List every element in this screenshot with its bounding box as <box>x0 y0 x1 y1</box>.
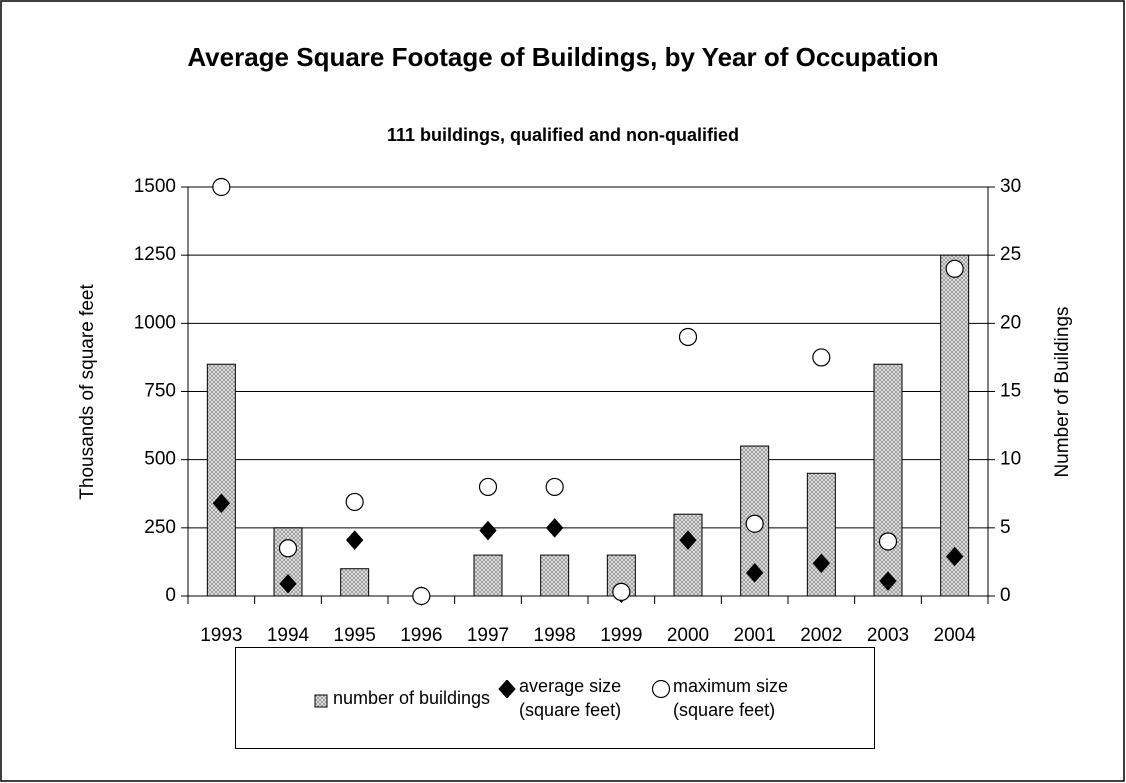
y-tick-label: 0 <box>165 585 176 606</box>
diamond-marker <box>545 518 564 538</box>
y2-tick-label: 20 <box>1000 312 1021 333</box>
diamond-marker <box>945 546 964 567</box>
x-tick-label: 1999 <box>600 625 642 646</box>
y-tick-label: 1000 <box>134 312 176 333</box>
legend: number of buildings average size (square … <box>235 647 875 749</box>
bar <box>940 254 970 597</box>
bar <box>873 363 903 597</box>
circle-marker <box>678 327 698 347</box>
x-tick-label: 1996 <box>400 625 442 646</box>
circle-marker <box>345 492 364 512</box>
bar <box>806 472 836 597</box>
circle-marker <box>478 477 498 497</box>
x-tick-label: 1997 <box>467 625 509 646</box>
diamond-marker <box>479 520 497 541</box>
diamond-marker <box>212 493 231 514</box>
diamond-marker <box>498 680 516 698</box>
legend-swatch <box>314 694 328 708</box>
y-tick-label: 1250 <box>134 244 176 265</box>
y2-tick-label: 15 <box>1000 381 1021 402</box>
circle-marker <box>745 514 764 533</box>
legend-bar <box>314 694 328 708</box>
x-tick-label: 1994 <box>267 625 310 646</box>
circle-marker <box>278 539 298 558</box>
x-tick-label: 2003 <box>867 625 909 646</box>
circle-marker <box>212 177 231 197</box>
chart-title: Average Square Footage of Buildings, by … <box>187 42 939 72</box>
x-tick-label: 2002 <box>800 625 842 646</box>
x-tick-label: 2001 <box>734 625 776 646</box>
circle-marker <box>612 582 631 602</box>
y-tick-label: 1500 <box>134 176 176 197</box>
y2-tick-label: 25 <box>1000 244 1021 265</box>
bar <box>540 554 570 597</box>
legend-item: average size (square feet) <box>498 674 644 722</box>
x-tick-label: 2004 <box>934 625 977 646</box>
diamond-marker <box>279 573 297 594</box>
y2-axis-label: Number of Buildings <box>1052 306 1073 477</box>
x-tick-label: 1998 <box>534 625 576 646</box>
y2-tick-label: 10 <box>1000 449 1021 470</box>
diamond-marker <box>879 571 897 591</box>
y2-tick-label: 30 <box>1000 176 1021 197</box>
bar <box>473 554 503 597</box>
x-tick-label: 2000 <box>667 625 709 646</box>
bar <box>673 513 703 597</box>
diamond-marker <box>679 530 697 550</box>
y2-tick-label: 0 <box>1000 585 1011 606</box>
x-tick-label: 1993 <box>200 625 242 646</box>
legend-label: number of buildings <box>332 688 491 708</box>
circle-marker <box>945 259 964 278</box>
legend-swatch <box>498 680 516 698</box>
bar <box>206 363 236 597</box>
legend-swatch <box>652 680 671 698</box>
chart-subtitle: 111 buildings, qualified and non-qualifi… <box>386 125 740 145</box>
circle-marker <box>545 477 564 497</box>
y2-tick-label: 5 <box>1000 517 1011 538</box>
legend-item: maximum size (square feet) <box>652 674 798 722</box>
y-axis-label: Thousands of square feet <box>77 284 98 500</box>
legend-label: average size (square feet) <box>519 676 622 720</box>
y-tick-label: 250 <box>144 517 176 538</box>
circle-marker <box>812 348 831 367</box>
diamond-marker <box>345 530 364 550</box>
circle-marker <box>652 680 671 698</box>
y-tick-label: 750 <box>144 381 176 402</box>
legend-label: maximum size (square feet) <box>673 676 789 720</box>
bar <box>340 568 370 597</box>
x-tick-label: 1995 <box>334 625 376 646</box>
y-tick-label: 500 <box>144 449 176 470</box>
legend-item: number of buildings <box>312 686 490 710</box>
circle-marker <box>878 532 898 551</box>
diamond-marker <box>745 563 764 583</box>
circle-marker <box>412 586 431 606</box>
diamond-marker <box>812 553 831 574</box>
